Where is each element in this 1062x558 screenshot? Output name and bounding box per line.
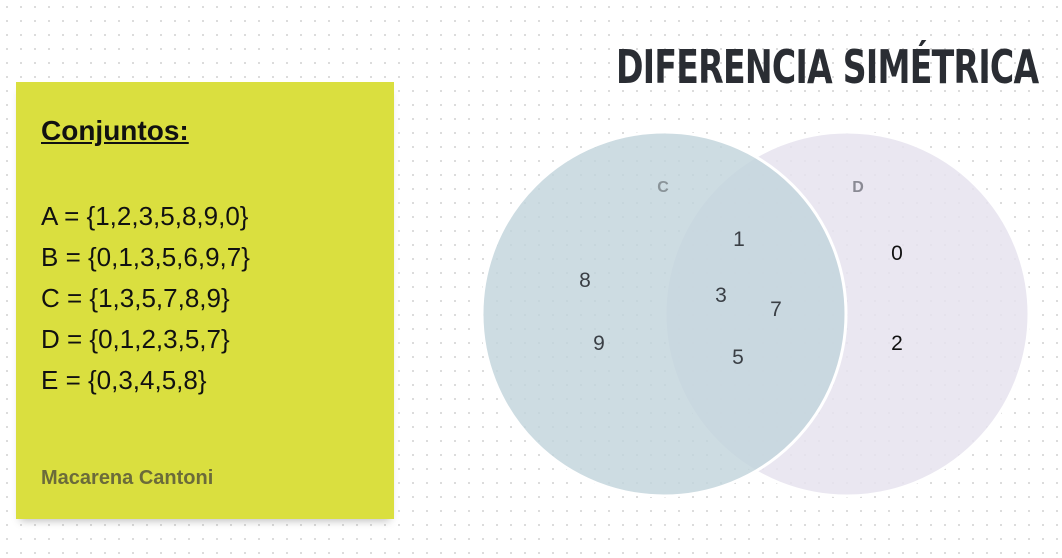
- element-intersection-1: 1: [733, 228, 745, 251]
- element-c-only-2: 9: [593, 332, 605, 355]
- label-c: C: [657, 179, 669, 196]
- element-c-only-1: 8: [579, 269, 591, 292]
- circle-c: [480, 130, 848, 498]
- set-e: E = {0,3,4,5,8}: [41, 365, 207, 395]
- element-intersection-4: 5: [732, 346, 744, 369]
- element-d-only-2: 2: [891, 332, 903, 355]
- element-d-only-1: 0: [891, 242, 903, 265]
- author-name: Macarena Cantoni: [41, 467, 214, 489]
- note-heading: Conjuntos:: [41, 115, 189, 146]
- label-d: D: [852, 179, 864, 196]
- set-d: D = {0,1,2,3,5,7}: [41, 324, 230, 354]
- set-c: C = {1,3,5,7,8,9}: [41, 283, 230, 313]
- element-intersection-2: 3: [715, 284, 727, 307]
- set-b: B = {0,1,3,5,6,9,7}: [41, 242, 250, 272]
- sticky-note: Conjuntos: A = {1,2,3,5,8,9,0} B = {0,1,…: [16, 82, 394, 519]
- element-intersection-3: 7: [770, 298, 782, 321]
- set-list: A = {1,2,3,5,8,9,0} B = {0,1,3,5,6,9,7} …: [41, 196, 250, 401]
- set-a: A = {1,2,3,5,8,9,0}: [41, 201, 249, 231]
